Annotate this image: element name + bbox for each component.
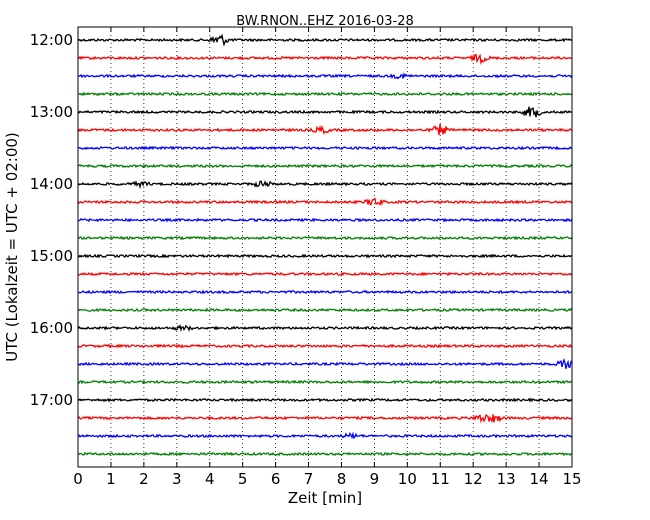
x-tick-label: 13 xyxy=(497,470,516,488)
plot-frame xyxy=(77,26,573,468)
x-tick-label: 5 xyxy=(238,470,248,488)
x-tick-label: 12 xyxy=(464,470,483,488)
trace-1715 xyxy=(77,413,573,424)
y-tick-label: 15:00 xyxy=(30,247,73,265)
y-axis-label: UTC (Lokalzeit = UTC + 02:00) xyxy=(3,132,21,362)
trace-1215 xyxy=(77,53,573,65)
trace-1430 xyxy=(77,217,573,223)
trace-1445 xyxy=(77,235,573,241)
seismogram-traces xyxy=(77,33,573,457)
x-tick-label: 7 xyxy=(304,470,314,488)
trace-1415 xyxy=(77,197,573,207)
y-tick-label: 13:00 xyxy=(30,103,73,121)
x-tick-label: 8 xyxy=(337,470,347,488)
y-tick-label: 14:00 xyxy=(30,175,73,193)
trace-1515 xyxy=(77,271,573,277)
y-tick-label: 12:00 xyxy=(30,31,73,49)
trace-1630 xyxy=(77,357,573,369)
trace-1315 xyxy=(77,123,573,136)
x-tick-label: 6 xyxy=(271,470,281,488)
vertical-grid xyxy=(110,27,540,467)
trace-1400 xyxy=(77,179,573,190)
x-tick-label: 9 xyxy=(370,470,380,488)
x-tick-label: 4 xyxy=(205,470,215,488)
trace-1545 xyxy=(77,307,573,313)
trace-1300 xyxy=(77,106,573,118)
y-tick-label: 16:00 xyxy=(30,319,73,337)
x-tick-label: 1 xyxy=(106,470,116,488)
trace-1600 xyxy=(77,324,573,333)
trace-1345 xyxy=(77,163,573,169)
trace-1500 xyxy=(77,253,573,259)
x-tick-label: 11 xyxy=(431,470,450,488)
trace-1745 xyxy=(77,451,573,457)
y-axis-ticks: 12:00 13:00 14:00 15:00 16:00 17:00 xyxy=(30,31,572,409)
x-tick-label: 15 xyxy=(562,470,581,488)
trace-1700 xyxy=(77,397,573,403)
trace-1730 xyxy=(77,431,573,440)
trace-1615 xyxy=(77,343,573,349)
trace-1645 xyxy=(77,379,573,385)
trace-1530 xyxy=(77,289,573,295)
x-tick-label: 3 xyxy=(172,470,182,488)
trace-1245 xyxy=(77,91,573,97)
x-axis-ticks: 0 1 2 3 4 5 6 7 8 9 10 11 12 13 14 15 xyxy=(73,27,582,488)
x-tick-label: 2 xyxy=(139,470,149,488)
x-tick-label: 0 xyxy=(73,470,83,488)
x-tick-label: 14 xyxy=(530,470,549,488)
y-tick-label: 17:00 xyxy=(30,391,73,409)
x-axis-label: Zeit [min] xyxy=(288,489,362,507)
trace-1230 xyxy=(77,72,573,80)
trace-1200 xyxy=(77,33,573,47)
trace-1330 xyxy=(77,145,573,151)
x-tick-label: 10 xyxy=(398,470,417,488)
chart-title: BW.RNON..EHZ 2016-03-28 xyxy=(236,14,414,29)
